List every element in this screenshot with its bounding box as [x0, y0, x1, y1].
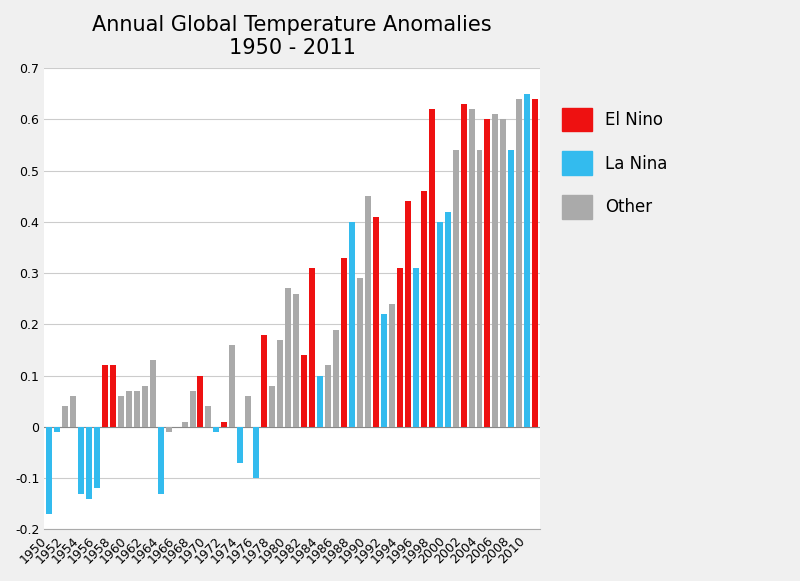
- Bar: [54, 427, 60, 432]
- Bar: [453, 150, 458, 427]
- Bar: [270, 386, 275, 427]
- Bar: [524, 94, 530, 427]
- Bar: [413, 268, 418, 427]
- Bar: [78, 427, 84, 493]
- Bar: [493, 114, 498, 427]
- Bar: [238, 427, 243, 463]
- Bar: [198, 376, 203, 427]
- Bar: [325, 365, 331, 427]
- Bar: [405, 202, 410, 427]
- Bar: [246, 396, 251, 427]
- Bar: [166, 427, 171, 432]
- Bar: [501, 119, 506, 427]
- Title: Annual Global Temperature Anomalies
1950 - 2011: Annual Global Temperature Anomalies 1950…: [92, 15, 492, 58]
- Bar: [421, 191, 426, 427]
- Bar: [150, 360, 156, 427]
- Legend: El Nino, La Nina, Other: El Nino, La Nina, Other: [554, 99, 676, 227]
- Bar: [254, 427, 259, 478]
- Bar: [429, 109, 434, 427]
- Bar: [126, 391, 132, 427]
- Bar: [516, 99, 522, 427]
- Bar: [86, 427, 92, 498]
- Bar: [397, 268, 402, 427]
- Bar: [532, 99, 538, 427]
- Bar: [477, 150, 482, 427]
- Bar: [134, 391, 140, 427]
- Bar: [222, 422, 227, 427]
- Bar: [445, 211, 450, 427]
- Bar: [317, 376, 323, 427]
- Bar: [230, 345, 235, 427]
- Bar: [94, 427, 100, 489]
- Bar: [461, 104, 466, 427]
- Bar: [214, 427, 219, 432]
- Bar: [158, 427, 164, 493]
- Bar: [182, 422, 187, 427]
- Bar: [110, 365, 116, 427]
- Bar: [46, 427, 52, 514]
- Bar: [118, 396, 124, 427]
- Bar: [285, 289, 291, 427]
- Bar: [349, 222, 355, 427]
- Bar: [333, 329, 339, 427]
- Bar: [206, 406, 211, 427]
- Bar: [190, 391, 195, 427]
- Bar: [301, 355, 307, 427]
- Bar: [365, 196, 371, 427]
- Bar: [309, 268, 315, 427]
- Bar: [142, 386, 148, 427]
- Bar: [341, 258, 347, 427]
- Bar: [70, 396, 76, 427]
- Bar: [373, 217, 379, 427]
- Bar: [357, 278, 363, 427]
- Bar: [381, 314, 387, 427]
- Bar: [102, 365, 108, 427]
- Bar: [469, 109, 474, 427]
- Bar: [389, 304, 395, 427]
- Bar: [262, 335, 267, 427]
- Bar: [293, 293, 299, 427]
- Bar: [62, 406, 68, 427]
- Bar: [437, 222, 442, 427]
- Bar: [485, 119, 490, 427]
- Bar: [278, 340, 283, 427]
- Bar: [509, 150, 514, 427]
